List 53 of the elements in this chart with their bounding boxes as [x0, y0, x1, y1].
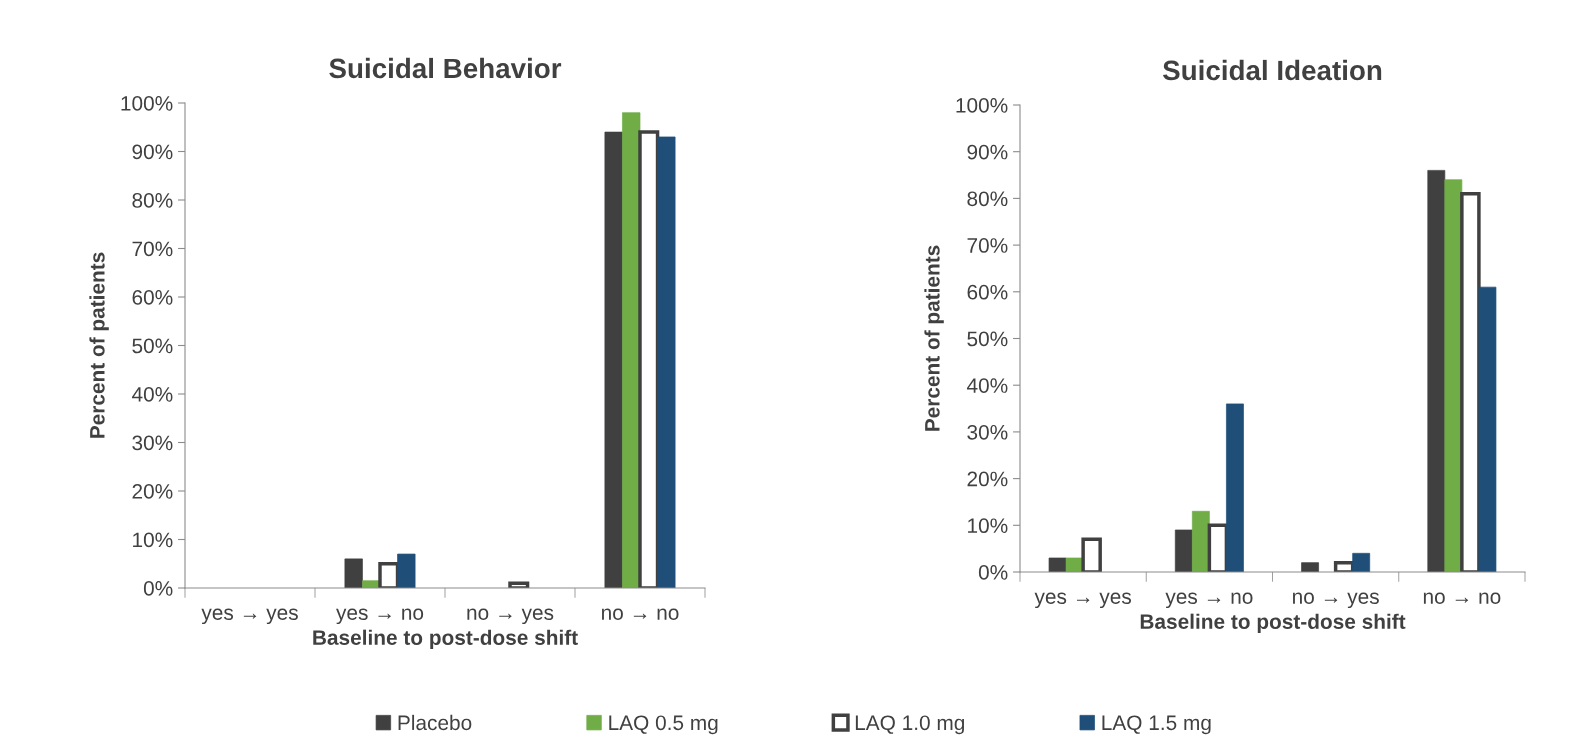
- y-tick-label: 100%: [956, 98, 1008, 113]
- bar: [657, 136, 676, 588]
- legend-label: LAQ 1.5 mg: [1102, 715, 1211, 735]
- y-tick-label: 40%: [131, 387, 173, 402]
- y-tick-label: 0%: [143, 581, 173, 596]
- y-tick-label: 30%: [132, 435, 173, 451]
- bar: [1301, 562, 1319, 572]
- x-tick-label: no → no: [1423, 592, 1501, 604]
- bar: [1444, 179, 1463, 572]
- y-tick-label: 50%: [132, 338, 173, 354]
- y-tick-label: 90%: [967, 144, 1008, 160]
- bar: [1352, 552, 1371, 572]
- bar: [1226, 403, 1244, 572]
- bar: [604, 131, 623, 588]
- bar: [1174, 529, 1193, 572]
- y-tick-label: 0%: [978, 565, 1008, 580]
- x-axis-title: Baseline to post-dose shift: [313, 629, 578, 650]
- bar: [1427, 170, 1446, 572]
- bar: [1478, 286, 1497, 572]
- y-tick-label: 20%: [132, 484, 173, 499]
- x-tick-label: yes → no: [336, 608, 424, 625]
- x-axis-title: Baseline to post-dose shift: [1140, 613, 1406, 634]
- y-tick-label: 40%: [966, 378, 1008, 393]
- x-tick-label: no → yes: [1293, 592, 1379, 609]
- legend-label: LAQ 0.5 mg: [609, 715, 718, 735]
- y-tick-label: 60%: [132, 290, 173, 305]
- x-tick-label: yes → yes: [201, 608, 298, 625]
- x-tick-label: yes → no: [1165, 592, 1253, 609]
- bar: [344, 558, 363, 588]
- y-tick-label: 70%: [967, 238, 1008, 253]
- y-tick-label: 50%: [967, 331, 1008, 347]
- chart-title: Suicidal Ideation: [1162, 59, 1382, 81]
- bar: [1191, 510, 1210, 572]
- bar: [1048, 557, 1067, 572]
- x-tick-label: yes → yes: [1034, 592, 1131, 609]
- chart-title: Suicidal Behavior: [329, 57, 562, 79]
- y-tick-label: 20%: [967, 471, 1008, 487]
- y-tick-label: 10%: [133, 532, 173, 548]
- legend-label: LAQ 1.0 mg: [855, 715, 965, 735]
- y-tick-label: 80%: [132, 193, 173, 208]
- y-axis-title: Percent of patients: [89, 252, 109, 438]
- y-tick-label: 90%: [132, 144, 173, 160]
- bar: [397, 553, 416, 588]
- legend-label: Placebo: [398, 714, 472, 731]
- y-tick-label: 80%: [967, 191, 1008, 207]
- y-axis-title: Percent of patients: [924, 245, 944, 431]
- y-tick-label: 60%: [967, 284, 1008, 300]
- x-tick-label: no → yes: [467, 608, 554, 625]
- y-tick-label: 70%: [132, 241, 173, 257]
- y-tick-label: 30%: [967, 424, 1008, 440]
- y-tick-label: 10%: [968, 518, 1008, 534]
- x-tick-label: no → no: [602, 608, 679, 620]
- y-tick-label: 100%: [121, 96, 173, 111]
